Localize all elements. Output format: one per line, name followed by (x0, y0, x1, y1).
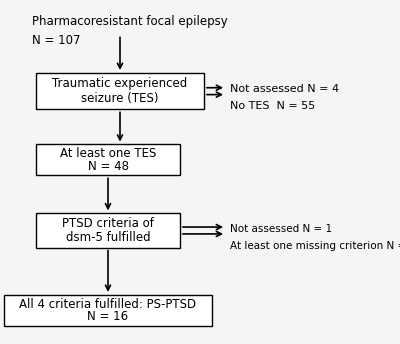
Text: Pharmacoresistant focal epilepsy: Pharmacoresistant focal epilepsy (32, 15, 228, 29)
Text: Not assessed N = 4: Not assessed N = 4 (230, 84, 339, 94)
Text: dsm-5 fulfilled: dsm-5 fulfilled (66, 231, 150, 244)
FancyBboxPatch shape (36, 73, 204, 109)
FancyBboxPatch shape (4, 295, 212, 326)
Text: seizure (TES): seizure (TES) (81, 92, 159, 105)
Text: PTSD criteria of: PTSD criteria of (62, 217, 154, 230)
Text: N = 107: N = 107 (32, 34, 80, 47)
FancyBboxPatch shape (36, 144, 180, 175)
Text: All 4 criteria fulfilled: PS-PTSD: All 4 criteria fulfilled: PS-PTSD (20, 298, 196, 311)
Text: Traumatic experienced: Traumatic experienced (52, 77, 188, 90)
Text: N = 48: N = 48 (88, 160, 128, 173)
Text: At least one TES: At least one TES (60, 147, 156, 160)
Text: No TES  N = 55: No TES N = 55 (230, 101, 315, 111)
FancyBboxPatch shape (36, 213, 180, 248)
Text: At least one missing criterion N = 31: At least one missing criterion N = 31 (230, 241, 400, 251)
Text: N = 16: N = 16 (88, 310, 128, 323)
Text: Not assessed N = 1: Not assessed N = 1 (230, 224, 332, 234)
